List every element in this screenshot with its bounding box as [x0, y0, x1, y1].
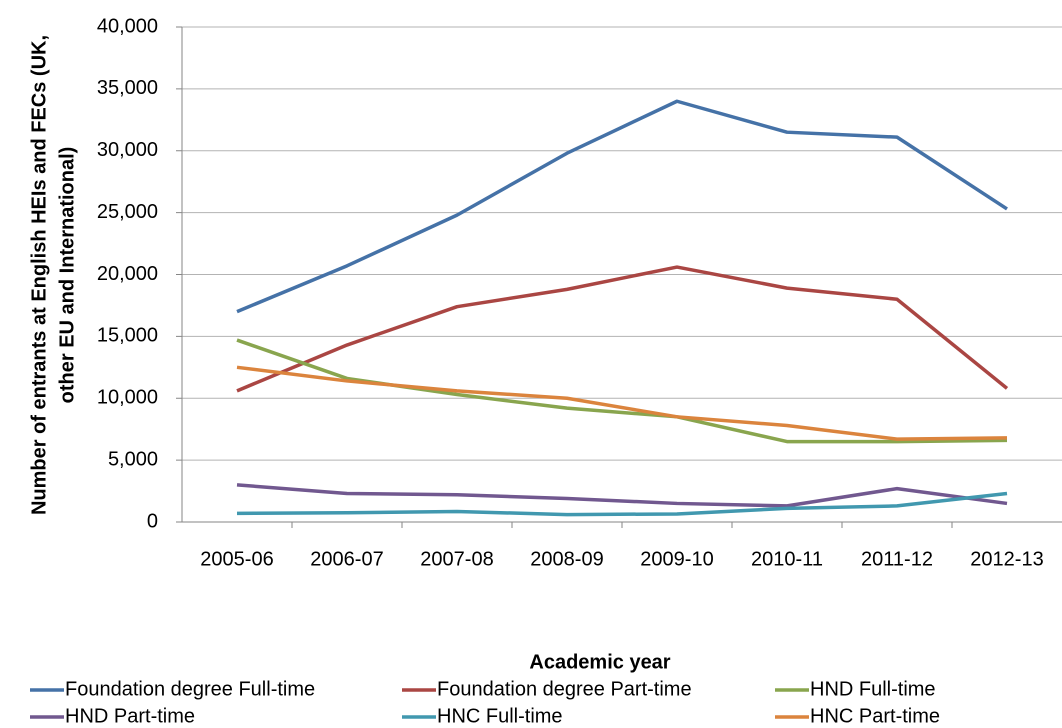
x-tick-label: 2010-11 — [751, 548, 823, 570]
y-tick-label: 35,000 — [97, 77, 158, 99]
x-tick-label: 2011-12 — [861, 548, 933, 570]
y-tick-label: 20,000 — [97, 263, 158, 285]
y-tick-label: 5,000 — [108, 448, 158, 470]
series-line — [236, 365, 1008, 441]
series-line — [236, 265, 1009, 393]
legend-label: HND Part-time — [65, 705, 195, 727]
y-tick-label: 40,000 — [97, 15, 158, 37]
y-tick-label: 25,000 — [97, 201, 158, 223]
x-tick-label: 2007-08 — [420, 548, 493, 570]
x-axis-title: Academic year — [529, 651, 670, 673]
legend-label: HND Full-time — [810, 678, 936, 700]
series-line — [236, 338, 1008, 444]
y-axis-title: Number of entrants at English HEIs and F… — [28, 35, 78, 515]
x-tick-label: 2009-10 — [640, 548, 713, 570]
series-line — [236, 483, 1008, 508]
legend-label: Foundation degree Part-time — [437, 678, 692, 700]
series-line — [236, 99, 1008, 314]
x-tick-label: 2005-06 — [200, 548, 273, 570]
y-axis-title-line: Number of entrants at English HEIs and F… — [28, 35, 50, 515]
y-tick-label: 30,000 — [97, 139, 158, 161]
x-tick-label: 2008-09 — [530, 548, 603, 570]
y-axis-title-line: other EU and International) — [56, 147, 78, 404]
x-tick-label: 2012-13 — [970, 548, 1043, 570]
y-tick-label: 10,000 — [97, 387, 158, 409]
y-tick-label: 0 — [147, 510, 158, 532]
x-tick-label: 2006-07 — [310, 548, 383, 570]
y-tick-label: 15,000 — [97, 325, 158, 347]
legend-label: HNC Part-time — [810, 705, 940, 727]
series-line — [236, 491, 1008, 517]
legend-label: Foundation degree Full-time — [65, 678, 315, 700]
legend-label: HNC Full-time — [437, 705, 563, 727]
